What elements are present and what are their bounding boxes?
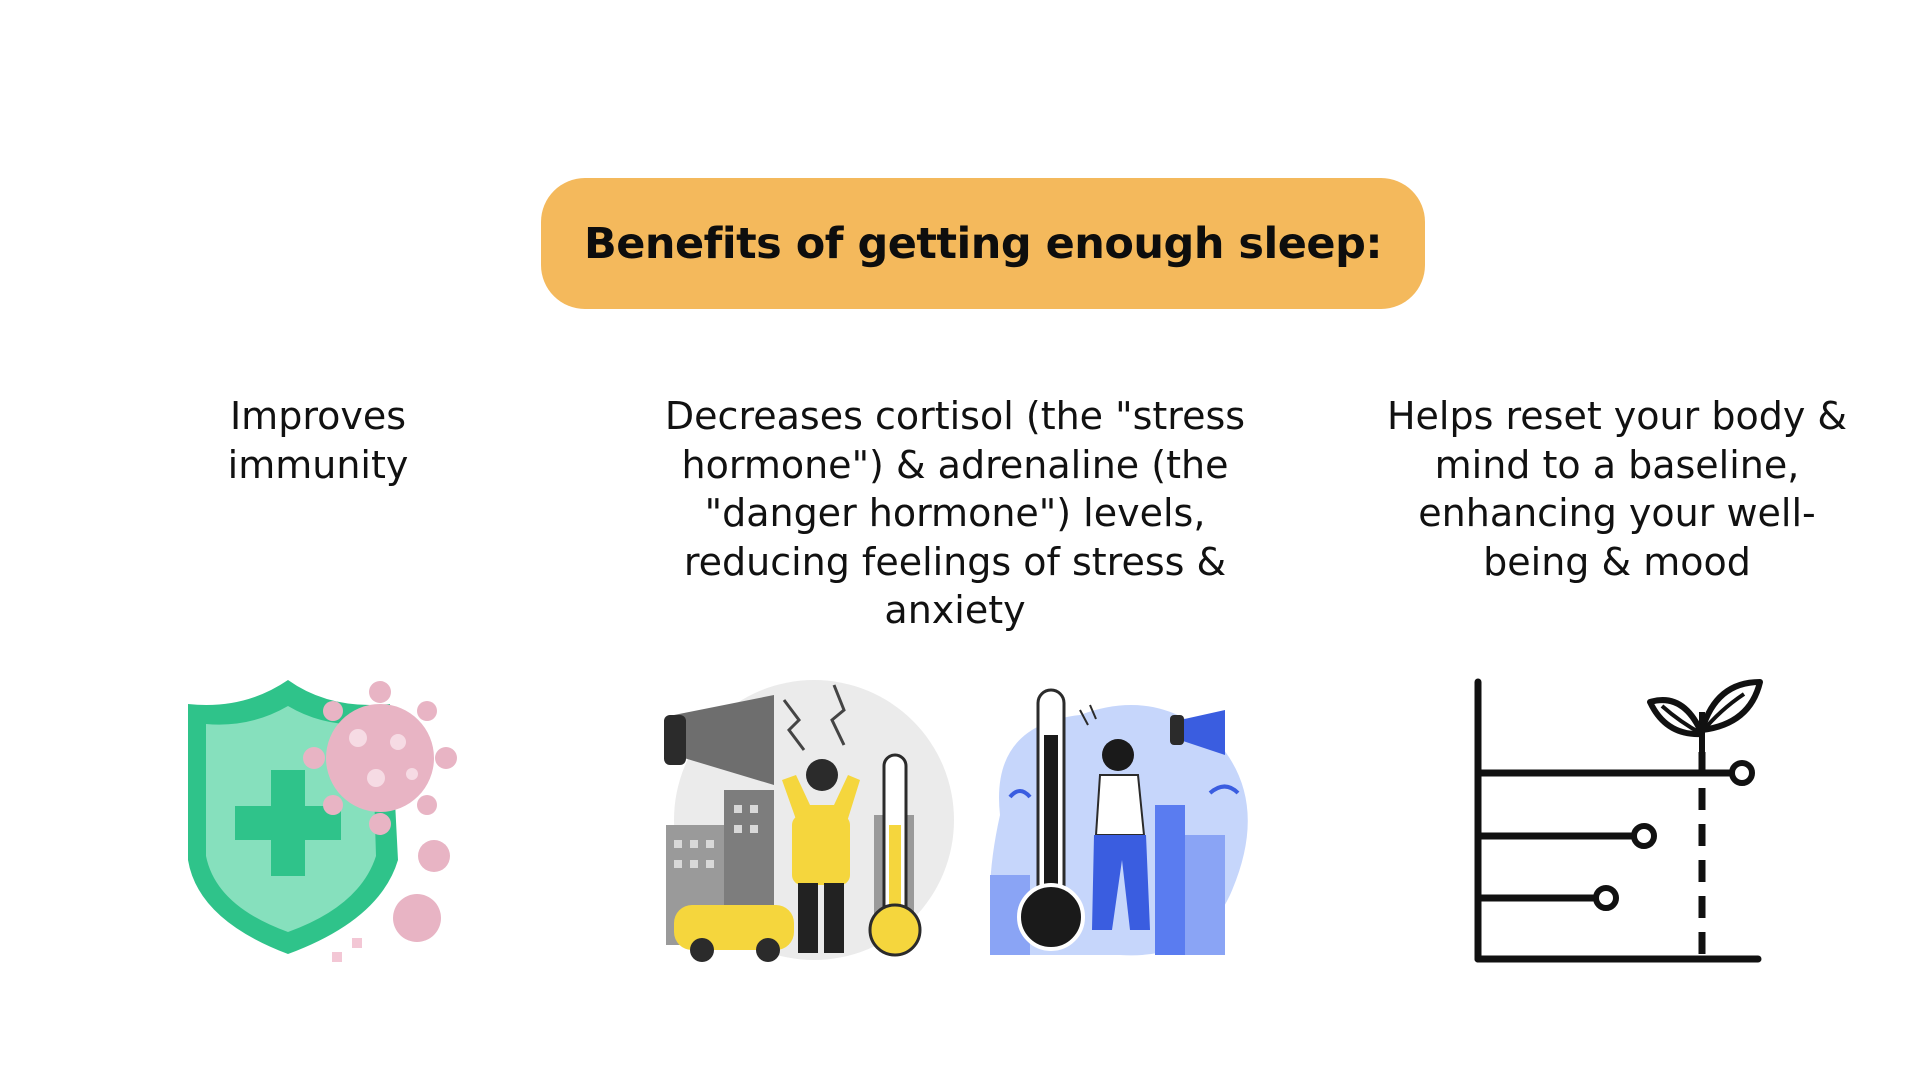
stressed-man-city-illustration [664,680,954,962]
benefit-reset-text: Helps reset your body & mind to a baseli… [1386,394,1848,584]
shield-virus-icon [188,680,457,962]
growth-chart-plant-icon [1474,678,1763,963]
benefit-stress-text: Decreases cortisol (the "stress hormone"… [664,394,1246,632]
title-banner: Benefits of getting enough sleep: [541,178,1425,309]
page-title: Benefits of getting enough sleep: [583,218,1383,269]
benefit-immunity-text: Improves immunity [227,394,409,487]
stressed-woman-thermometer-illustration [990,688,1248,956]
